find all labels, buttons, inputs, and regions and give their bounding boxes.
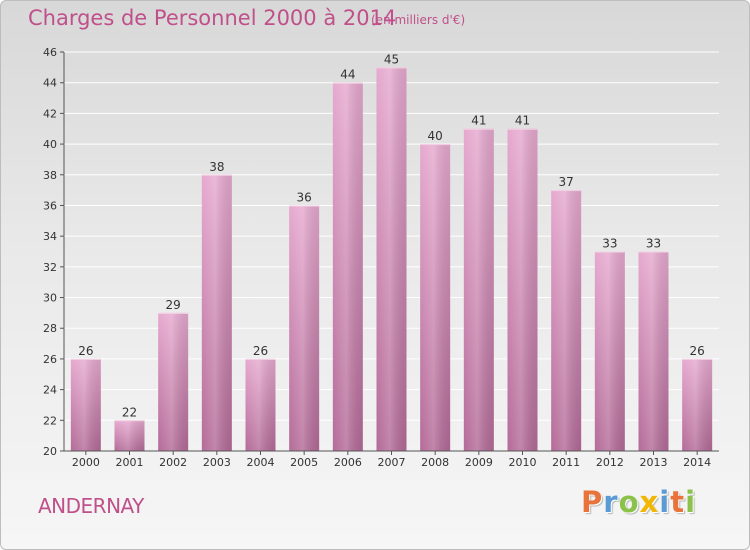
chart-title: Charges de Personnel 2000 à 2014 — [28, 6, 397, 30]
city-name: ANDERNAY — [38, 494, 144, 518]
bar-value-label: 33 — [646, 237, 661, 251]
bar-value-label: 26 — [690, 344, 705, 358]
logo-letter: i — [685, 485, 697, 519]
bar-shade — [114, 420, 145, 451]
bar-value-label: 36 — [297, 190, 312, 204]
y-tick-label: 26 — [43, 353, 57, 366]
logo-letter: o — [618, 485, 640, 519]
bar-value-label: 33 — [602, 237, 617, 251]
bar-value-label: 38 — [209, 160, 224, 174]
bar-shade — [332, 82, 363, 451]
chart-unit: (en milliers d'€) — [371, 13, 466, 27]
logo-letter: i — [659, 485, 671, 519]
x-tick-label: 2006 — [334, 456, 362, 469]
y-tick-label: 34 — [43, 230, 57, 243]
y-tick-label: 44 — [43, 77, 57, 90]
bar-shade — [158, 312, 189, 451]
bar-shade — [201, 174, 232, 451]
x-tick-label: 2013 — [640, 456, 668, 469]
bar-shade — [70, 358, 101, 451]
bar-value-label: 29 — [166, 298, 181, 312]
x-tick-label: 2014 — [683, 456, 711, 469]
bar-shade — [507, 128, 538, 451]
bar-value-label: 41 — [515, 114, 530, 128]
bar-value-label: 44 — [340, 68, 355, 82]
x-tick-label: 2000 — [72, 456, 100, 469]
x-tick-label: 2003 — [203, 456, 231, 469]
y-tick-label: 46 — [43, 46, 57, 59]
bar-shade — [245, 358, 276, 451]
x-tick-label: 2002 — [159, 456, 187, 469]
bar-shade — [289, 205, 320, 451]
x-tick-label: 2004 — [247, 456, 275, 469]
y-tick-label: 30 — [43, 292, 57, 305]
y-tick-label: 42 — [43, 107, 57, 120]
x-tick-label: 2010 — [509, 456, 537, 469]
y-tick-label: 28 — [43, 322, 57, 335]
logo-letter: P — [581, 485, 604, 519]
x-tick-label: 2005 — [290, 456, 318, 469]
x-tick-label: 2001 — [116, 456, 144, 469]
y-tick-label: 38 — [43, 169, 57, 182]
x-tick-label: 2007 — [378, 456, 406, 469]
logo-letter: t — [670, 485, 686, 519]
x-tick-label: 2008 — [421, 456, 449, 469]
bar-shade — [638, 251, 669, 451]
y-tick-label: 36 — [43, 199, 57, 212]
logo-letter: r — [603, 485, 619, 519]
bar-shade — [551, 190, 582, 451]
bar-value-label: 22 — [122, 405, 137, 419]
x-tick-label: 2012 — [596, 456, 624, 469]
bar-shade — [594, 251, 625, 451]
y-tick-label: 20 — [43, 445, 57, 458]
bar-value-label: 45 — [384, 52, 399, 66]
y-tick-label: 32 — [43, 261, 57, 274]
bar-value-label: 26 — [253, 344, 268, 358]
y-tick-label: 40 — [43, 138, 57, 151]
bar-value-label: 26 — [78, 344, 93, 358]
bar-shade — [376, 67, 407, 451]
bar-value-label: 40 — [428, 129, 443, 143]
y-tick-label: 22 — [43, 414, 57, 427]
bar-shade — [420, 144, 451, 452]
y-tick-label: 24 — [43, 384, 57, 397]
logo-letter: x — [639, 485, 660, 519]
proxiti-logo: Proxiti — [581, 485, 696, 519]
x-tick-label: 2009 — [465, 456, 493, 469]
bar-shade — [463, 128, 494, 451]
bar-value-label: 41 — [471, 114, 486, 128]
bar-shade — [682, 358, 713, 451]
bar-value-label: 37 — [559, 175, 574, 189]
x-tick-label: 2011 — [552, 456, 580, 469]
